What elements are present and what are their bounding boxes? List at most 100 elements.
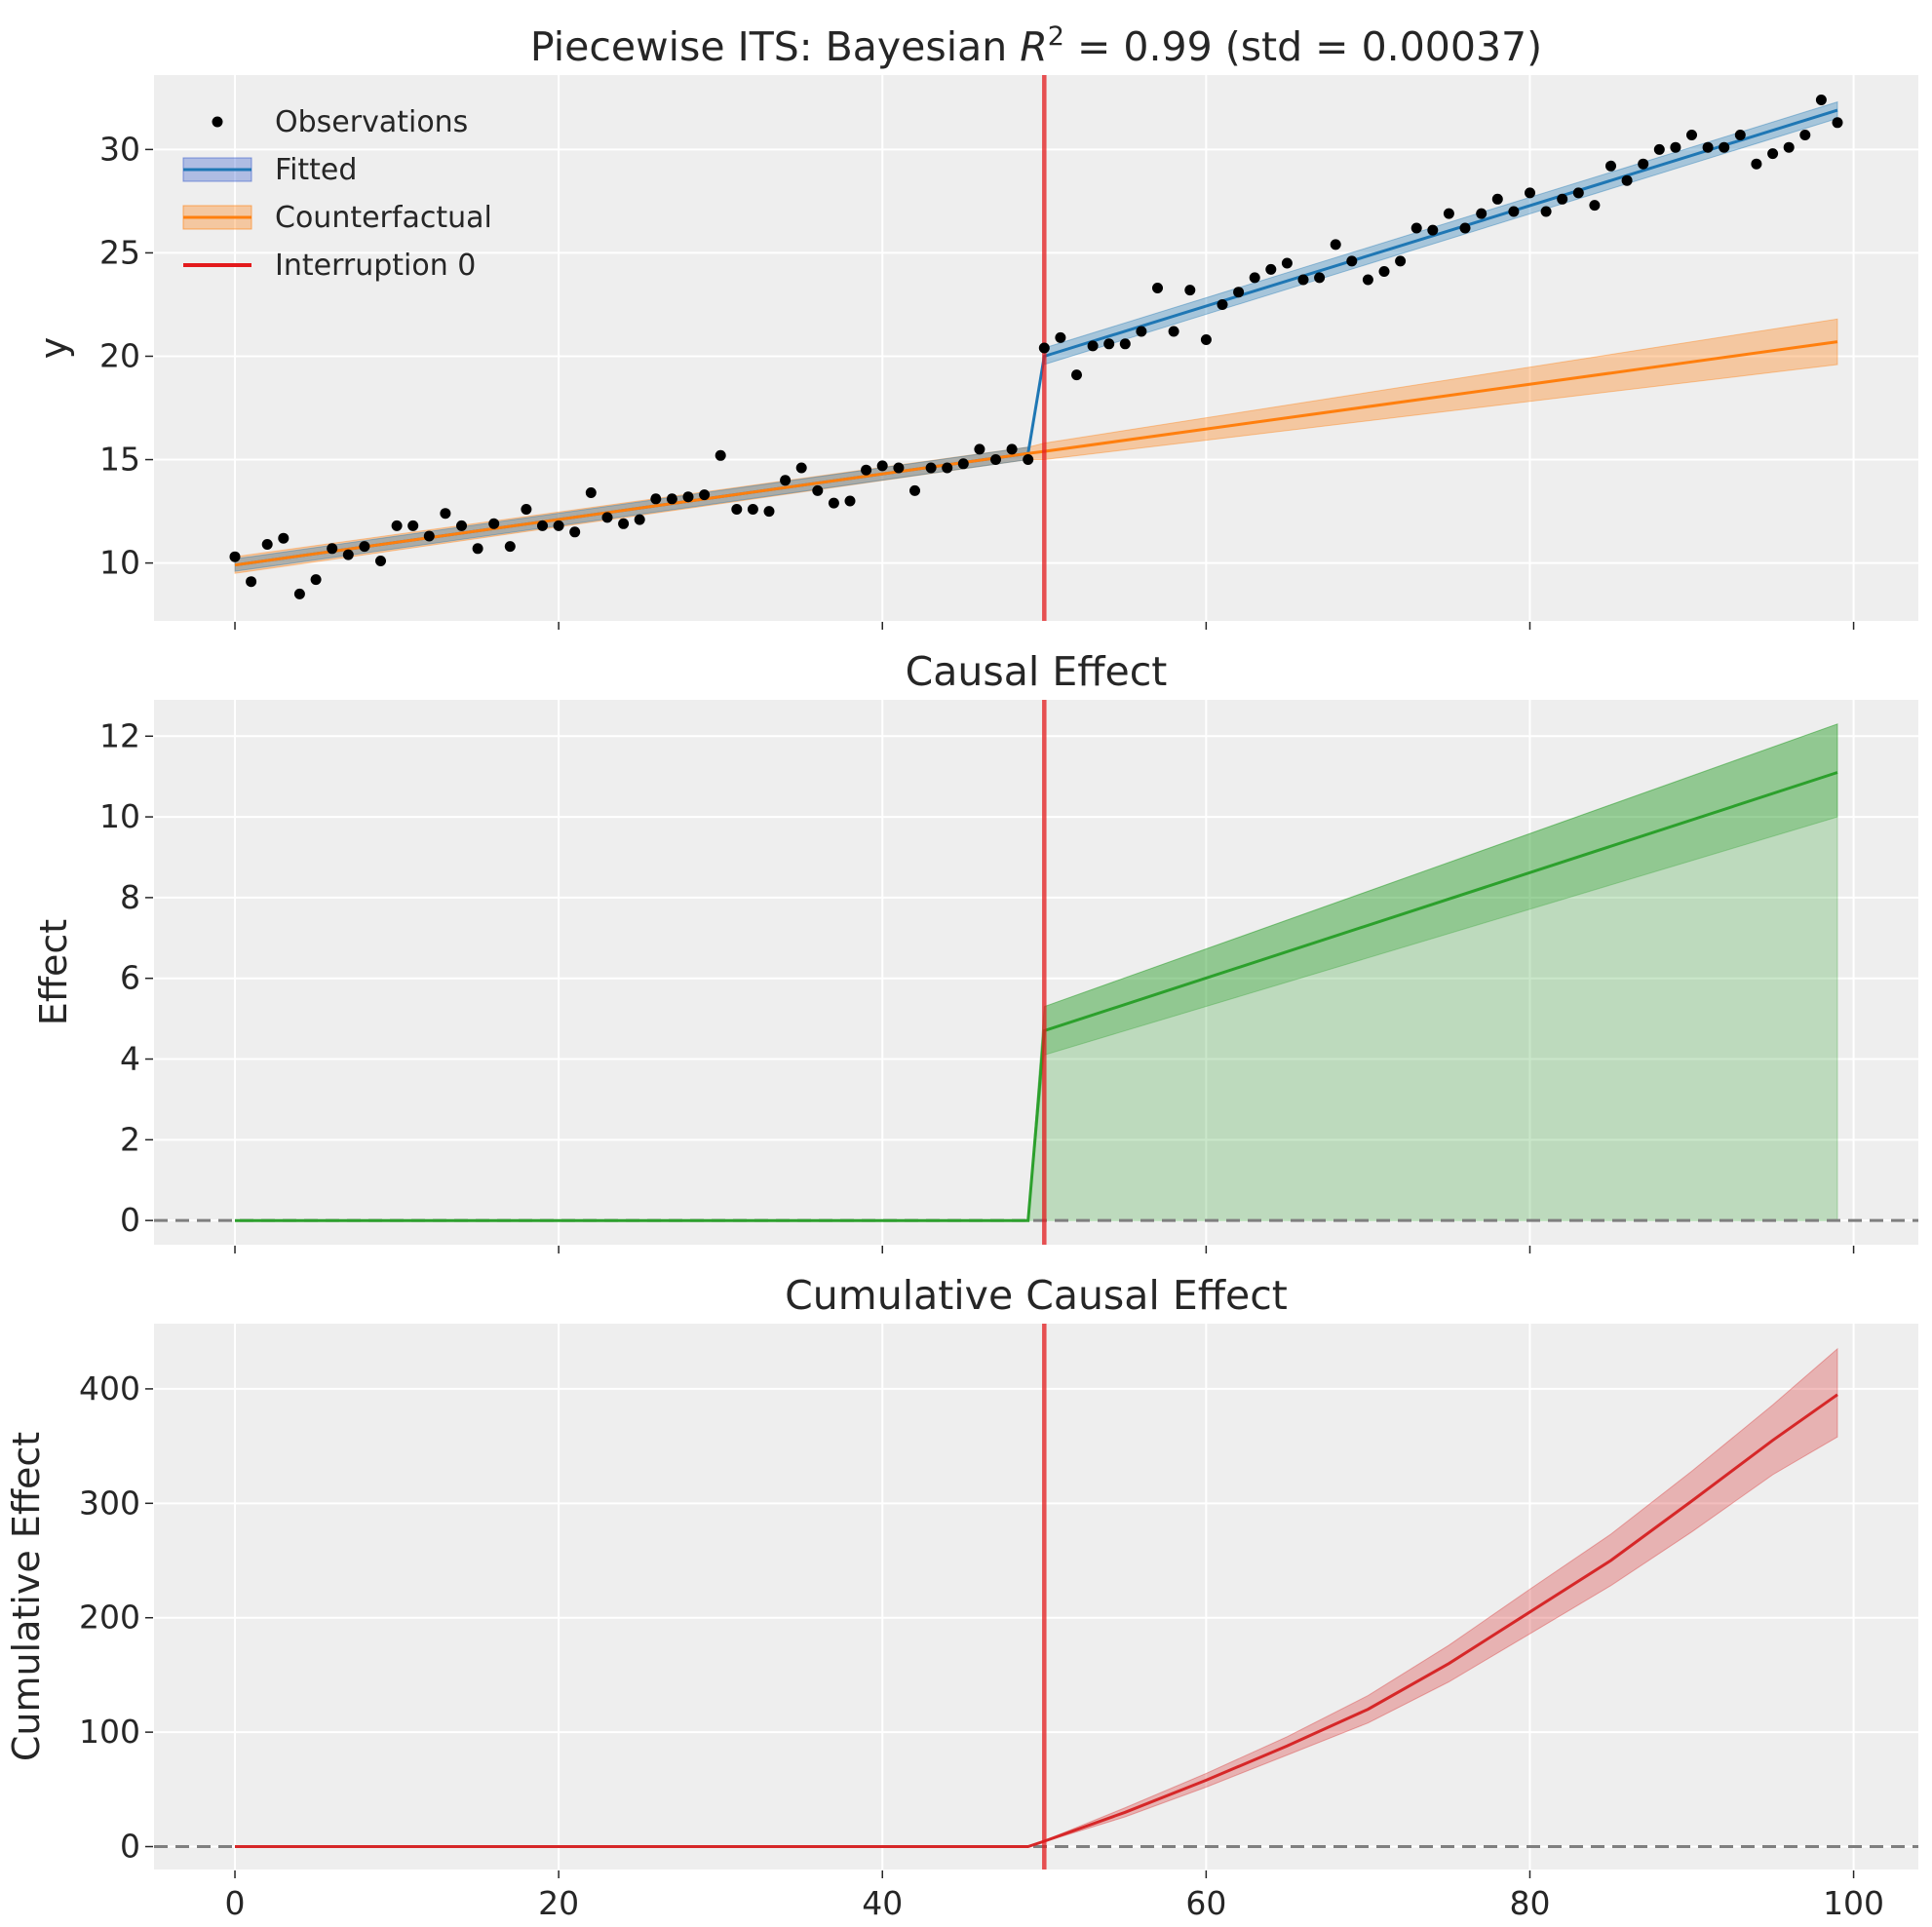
gridlines-its: [154, 75, 1918, 621]
observation-point: [1249, 272, 1260, 284]
observation-point: [601, 512, 613, 523]
observation-point: [1136, 326, 1147, 337]
observation-point: [1410, 222, 1422, 234]
legend-fitted-label: Fitted: [275, 153, 357, 187]
observation-point: [375, 556, 386, 566]
observation-point: [763, 506, 775, 518]
y-tick-label: 12: [99, 716, 140, 754]
observation-point: [844, 495, 856, 507]
y-axis-label-its: y: [32, 337, 75, 360]
observation-point: [1378, 266, 1390, 277]
y-tick-label: 0: [120, 1828, 140, 1866]
chart-title-causal-effect: Causal Effect: [906, 648, 1168, 695]
y-tick-label: 4: [120, 1040, 140, 1078]
y-ticks-cumulative-effect: 0 100 200 300 400: [79, 1369, 153, 1866]
observation-point: [261, 539, 273, 550]
observation-point: [780, 475, 792, 486]
observation-point: [1508, 206, 1520, 217]
lines-causal-effect: [154, 700, 1918, 1245]
title-sup: 2: [1048, 21, 1064, 52]
legend-counterfactual-label: Counterfactual: [275, 201, 492, 235]
observation-point: [229, 551, 241, 562]
observation-point: [1038, 342, 1050, 354]
y-tick-label: 300: [79, 1484, 140, 1522]
observation-point: [682, 491, 694, 503]
observation-point: [634, 514, 645, 525]
observation-point: [1427, 224, 1439, 236]
y-tick-label: 30: [99, 130, 140, 168]
observation-point: [812, 484, 824, 496]
observation-point: [537, 520, 548, 531]
y-tick-label: 20: [99, 336, 140, 374]
observation-point: [795, 462, 807, 474]
observation-point: [1346, 255, 1358, 267]
y-tick-label: 25: [99, 233, 140, 271]
observation-point: [1281, 257, 1293, 269]
panel-causal-effect: 0 2 4 6 8 10 12 Causal Effect Effect: [32, 648, 1918, 1253]
y-tick-label: 8: [120, 878, 140, 916]
observation-point: [585, 487, 597, 498]
x-tick-label: 0: [225, 1884, 246, 1922]
observation-point: [1540, 206, 1552, 217]
observation-point: [504, 541, 516, 553]
observation-point: [1459, 222, 1471, 234]
observation-point: [1023, 454, 1034, 465]
observation-point: [1605, 160, 1616, 172]
bands-cumulative-effect: [235, 1347, 1838, 1847]
observation-point: [1638, 158, 1649, 170]
observation-point: [1395, 255, 1407, 267]
chart-title-its: Piecewise ITS: Bayesian R2 = 0.99 (std =…: [530, 21, 1542, 70]
plot-area-its: [154, 75, 1918, 621]
observation-point: [893, 462, 905, 474]
legend-observations-label: Observations: [275, 105, 468, 139]
observation-points: [229, 95, 1843, 599]
observation-point: [876, 460, 888, 472]
observation-point: [861, 464, 872, 476]
observation-point: [1572, 187, 1584, 199]
observation-point: [942, 462, 953, 474]
observation-point: [310, 574, 322, 586]
observation-point: [359, 541, 370, 553]
y-tick-label: 6: [120, 959, 140, 997]
y-ticks-its: 10 15 20 25 30: [99, 130, 1855, 630]
observation-point: [1751, 158, 1762, 170]
x-tick-label: 80: [1509, 1884, 1550, 1922]
observation-point: [1734, 130, 1746, 140]
observation-point: [747, 504, 758, 515]
legend-observations-marker: [212, 116, 223, 128]
observation-point: [925, 462, 937, 474]
observation-point: [456, 520, 467, 531]
y-tick-label: 200: [79, 1599, 140, 1637]
y-tick-label: 0: [120, 1201, 140, 1239]
observation-point: [569, 526, 581, 538]
observation-point: [1314, 272, 1326, 284]
effect-line: [235, 771, 1838, 1222]
observation-point: [1491, 193, 1503, 205]
plot-area-cumulative-effect: [154, 1324, 1918, 1869]
observation-point: [472, 543, 483, 555]
observation-point: [828, 497, 839, 509]
observation-point: [1702, 141, 1714, 153]
y-tick-label: 10: [99, 797, 140, 835]
observation-point: [1168, 326, 1179, 337]
observation-point: [1362, 274, 1373, 286]
title-prefix: Piecewise ITS: Bayesian: [530, 23, 1020, 70]
observation-point: [1476, 208, 1488, 219]
observation-point: [618, 518, 630, 529]
observation-point: [553, 520, 564, 531]
observation-point: [1557, 193, 1568, 205]
observation-point: [1330, 239, 1341, 251]
observation-point: [731, 504, 743, 515]
x-tick-label: 20: [538, 1884, 579, 1922]
observation-point: [650, 493, 662, 505]
observation-point: [1783, 141, 1795, 153]
observation-point: [521, 504, 532, 515]
y-axis-label-cumulative-effect: Cumulative Effect: [5, 1432, 48, 1761]
observation-point: [990, 454, 1001, 465]
observation-point: [699, 489, 711, 501]
x-tick-label: 40: [862, 1884, 903, 1922]
observation-point: [278, 532, 290, 544]
observation-point: [1815, 95, 1827, 105]
observation-point: [293, 588, 305, 599]
